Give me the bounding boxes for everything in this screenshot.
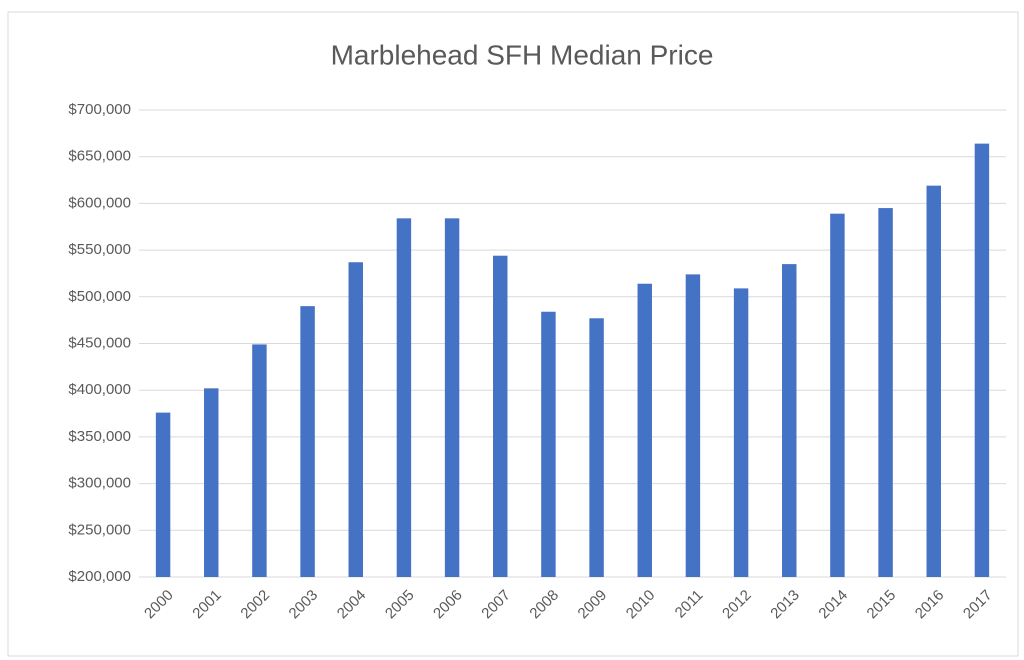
bar (155, 412, 171, 577)
y-tick-label: $450,000 (68, 334, 131, 351)
chart-title: Marblehead SFH Median Price (331, 39, 714, 70)
y-tick-label: $400,000 (68, 381, 131, 398)
bar (348, 262, 363, 577)
y-tick-label: $500,000 (68, 288, 131, 305)
bar (685, 274, 701, 577)
bar (830, 213, 845, 577)
y-tick-label: $250,000 (68, 521, 131, 538)
y-tick-label: $700,000 (68, 101, 131, 118)
bar (204, 388, 219, 577)
y-tick-label: $600,000 (68, 194, 131, 211)
y-tick-label: $300,000 (68, 475, 131, 492)
y-tick-label: $650,000 (68, 148, 131, 165)
bar (589, 318, 604, 577)
bar (541, 311, 556, 577)
bar (637, 283, 652, 577)
bar (782, 264, 797, 577)
bar (493, 255, 508, 578)
bar (396, 218, 412, 577)
bar (733, 288, 749, 577)
bar (878, 208, 893, 577)
bar (444, 218, 460, 577)
chart-border (7, 11, 1019, 657)
bar (974, 143, 990, 577)
bar (926, 185, 941, 578)
y-tick-label: $200,000 (68, 568, 131, 585)
bar (252, 344, 267, 577)
y-tick-label: $550,000 (68, 241, 131, 258)
y-tick-label: $350,000 (68, 428, 131, 445)
bar (300, 306, 315, 577)
